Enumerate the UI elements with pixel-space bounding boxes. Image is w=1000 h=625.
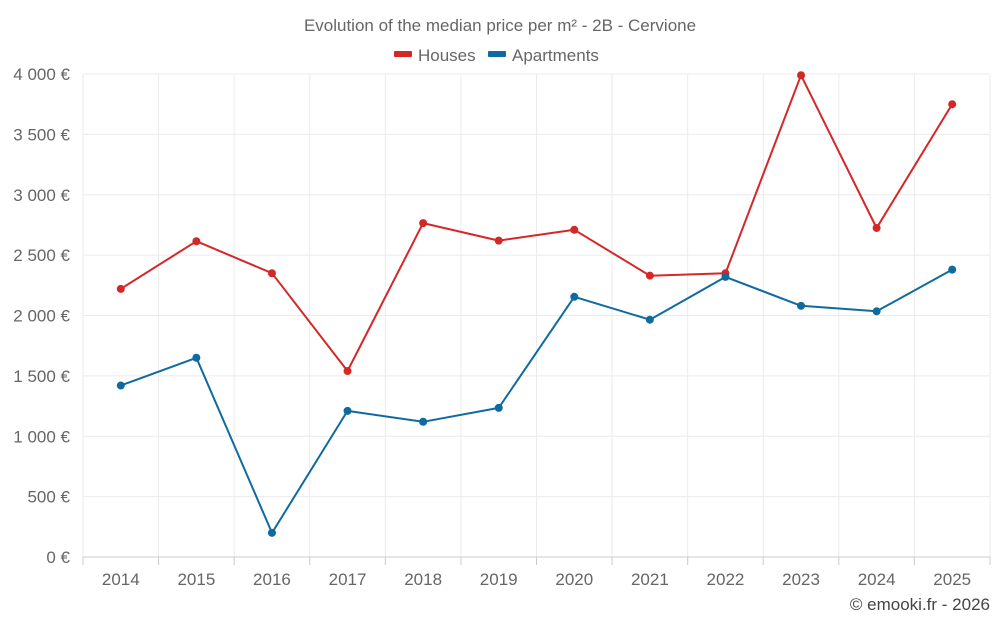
data-point-houses xyxy=(570,225,579,234)
data-point-apartments xyxy=(192,353,201,362)
data-point-apartments xyxy=(267,528,276,537)
legend-item-apartments: Apartments xyxy=(488,46,599,65)
x-tick-label: 2017 xyxy=(329,570,367,589)
data-point-apartments xyxy=(116,381,125,390)
data-point-houses xyxy=(419,219,428,228)
legend-label-apartments: Apartments xyxy=(512,46,599,65)
y-axis-ticks: 0 € 500 € 1 000 € 1 500 € 2 000 € 2 500 € 3 00… xyxy=(13,65,70,567)
x-tick-label: 2025 xyxy=(933,570,971,589)
data-point-houses xyxy=(797,71,806,80)
data-point-apartments xyxy=(645,315,654,324)
x-tick-label: 2024 xyxy=(858,570,896,589)
y-tick-label: 500 € xyxy=(27,488,70,507)
y-tick-label: 4 000 € xyxy=(13,65,70,84)
data-point-houses xyxy=(494,236,503,245)
x-tick-label: 2023 xyxy=(782,570,820,589)
y-tick-label: 2 000 € xyxy=(13,307,70,326)
x-tick-label: 2015 xyxy=(177,570,215,589)
legend: Houses Apartments xyxy=(394,46,599,65)
x-tick-label: 2014 xyxy=(102,570,140,589)
series-line-apartments xyxy=(120,268,953,534)
data-point-apartments xyxy=(494,403,503,412)
data-point-houses xyxy=(192,237,201,246)
x-axis xyxy=(82,556,991,565)
data-point-houses xyxy=(872,223,881,232)
x-tick-label: 2018 xyxy=(404,570,442,589)
data-point-houses xyxy=(267,269,276,278)
chart-title: Evolution of the median price per m² - 2… xyxy=(304,16,696,35)
data-point-houses xyxy=(343,367,352,376)
x-tick-label: 2019 xyxy=(480,570,518,589)
legend-label-houses: Houses xyxy=(418,46,476,65)
data-point-houses xyxy=(645,271,654,280)
series-group xyxy=(116,71,957,537)
x-tick-label: 2016 xyxy=(253,570,291,589)
data-point-apartments xyxy=(721,272,730,281)
data-point-apartments xyxy=(570,292,579,301)
legend-item-houses: Houses xyxy=(394,46,476,65)
data-point-apartments xyxy=(419,417,428,426)
series-line-houses xyxy=(120,74,954,372)
x-tick-label: 2022 xyxy=(707,570,745,589)
y-tick-label: 0 € xyxy=(46,548,70,567)
data-point-apartments xyxy=(872,307,881,316)
x-tick-label: 2020 xyxy=(555,570,593,589)
data-point-houses xyxy=(116,284,125,293)
credit-text: © emooki.fr - 2026 xyxy=(850,595,990,614)
x-axis-ticks: 2014 2015 2016 2017 2018 2019 2020 2021 2022 2023… xyxy=(102,570,971,589)
x-tick-label: 2021 xyxy=(631,570,669,589)
y-tick-label: 1 000 € xyxy=(13,427,70,446)
legend-swatch-houses xyxy=(394,51,412,57)
y-tick-label: 3 500 € xyxy=(13,125,70,144)
data-point-apartments xyxy=(343,406,352,415)
y-tick-label: 2 500 € xyxy=(13,246,70,265)
legend-swatch-apartments xyxy=(488,51,506,57)
y-tick-label: 1 500 € xyxy=(13,367,70,386)
data-point-apartments xyxy=(797,301,806,310)
x-gridlines xyxy=(82,74,991,557)
data-point-apartments xyxy=(948,265,957,274)
data-point-houses xyxy=(948,100,957,109)
series-apartments xyxy=(116,265,957,537)
y-tick-label: 3 000 € xyxy=(13,186,70,205)
